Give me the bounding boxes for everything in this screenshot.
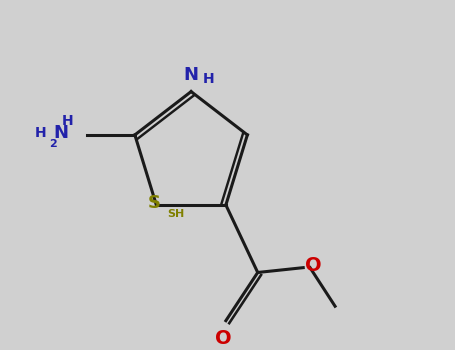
Text: H: H [202,72,214,86]
Text: H: H [62,114,73,128]
Text: O: O [305,256,322,275]
Text: S: S [147,194,161,211]
Text: N: N [54,125,69,142]
Text: O: O [215,329,232,348]
Text: N: N [184,66,198,84]
Text: H: H [35,126,46,140]
Text: SH: SH [168,209,185,219]
Text: 2: 2 [49,139,57,149]
